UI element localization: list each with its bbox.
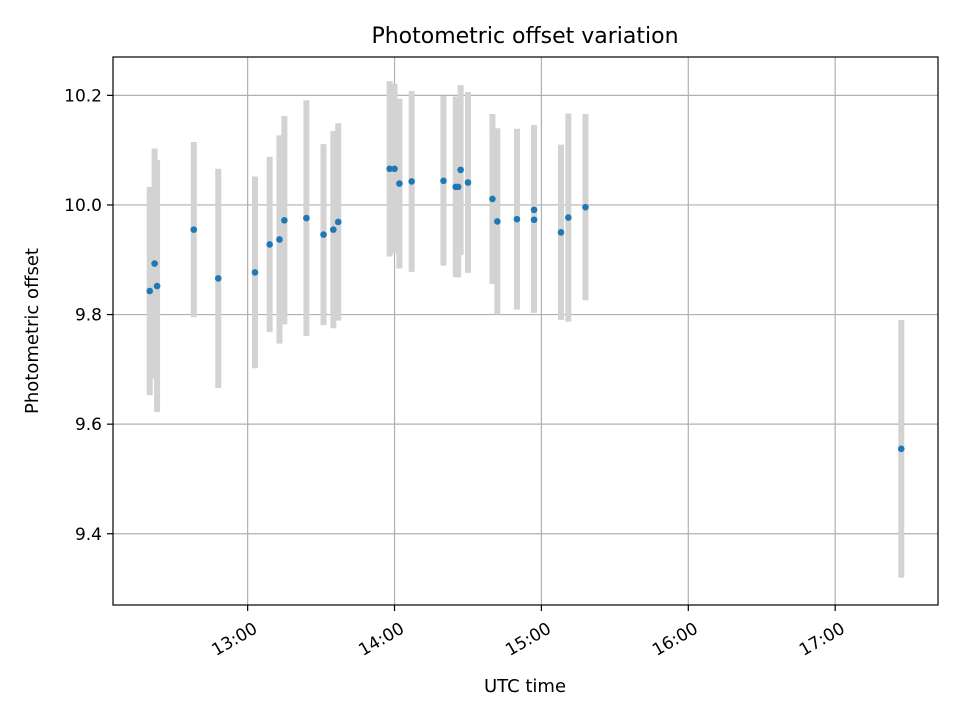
data-point	[151, 260, 158, 267]
x-axis-label: UTC time	[484, 676, 566, 697]
data-point	[214, 275, 222, 282]
x-tick-label: 16:00	[649, 619, 701, 661]
data-point	[396, 180, 403, 187]
data-point	[320, 231, 327, 238]
data-point	[146, 287, 154, 295]
data-point	[281, 217, 288, 224]
data-point	[513, 215, 521, 223]
data-point	[330, 226, 337, 233]
data-point	[334, 218, 342, 226]
x-tick-label: 15:00	[502, 619, 554, 661]
data-point	[391, 165, 398, 173]
data-point	[530, 216, 538, 224]
y-tick-label: 9.4	[75, 525, 102, 545]
grid	[113, 57, 938, 605]
x-axis: 13:00 14:00 15:00 16:00 17:00	[209, 605, 848, 661]
data-point	[457, 166, 464, 174]
data-point	[530, 206, 538, 214]
data-point	[494, 218, 501, 225]
data-point	[489, 195, 496, 203]
data-point	[897, 445, 905, 453]
data-point	[565, 214, 572, 221]
data-point	[266, 241, 273, 248]
data-point	[408, 178, 415, 185]
error-bars	[146, 81, 905, 578]
chart-title: Photometric offset variation	[371, 24, 678, 49]
data-point	[153, 282, 161, 290]
y-tick-label: 10.0	[64, 196, 102, 216]
data-point	[303, 214, 310, 222]
data-point	[386, 165, 393, 173]
y-axis-label: Photometric offset	[22, 248, 43, 414]
data-point	[582, 203, 589, 211]
y-tick-label: 10.2	[64, 86, 102, 106]
y-tick-label: 9.6	[75, 415, 102, 435]
y-axis: 9.4 9.6 9.8 10.0 10.2	[64, 86, 113, 545]
x-tick-label: 17:00	[796, 619, 848, 661]
data-point	[557, 229, 565, 236]
x-tick-label: 14:00	[355, 619, 407, 661]
data-point	[440, 177, 447, 185]
data-point	[464, 179, 472, 186]
data-point	[190, 226, 198, 233]
data-point	[454, 183, 462, 191]
y-tick-label: 9.8	[75, 306, 102, 326]
data-point	[276, 236, 283, 243]
data-points	[146, 165, 905, 453]
plot-frame	[112, 56, 939, 606]
data-point	[251, 269, 259, 276]
x-tick-label: 13:00	[209, 619, 261, 661]
